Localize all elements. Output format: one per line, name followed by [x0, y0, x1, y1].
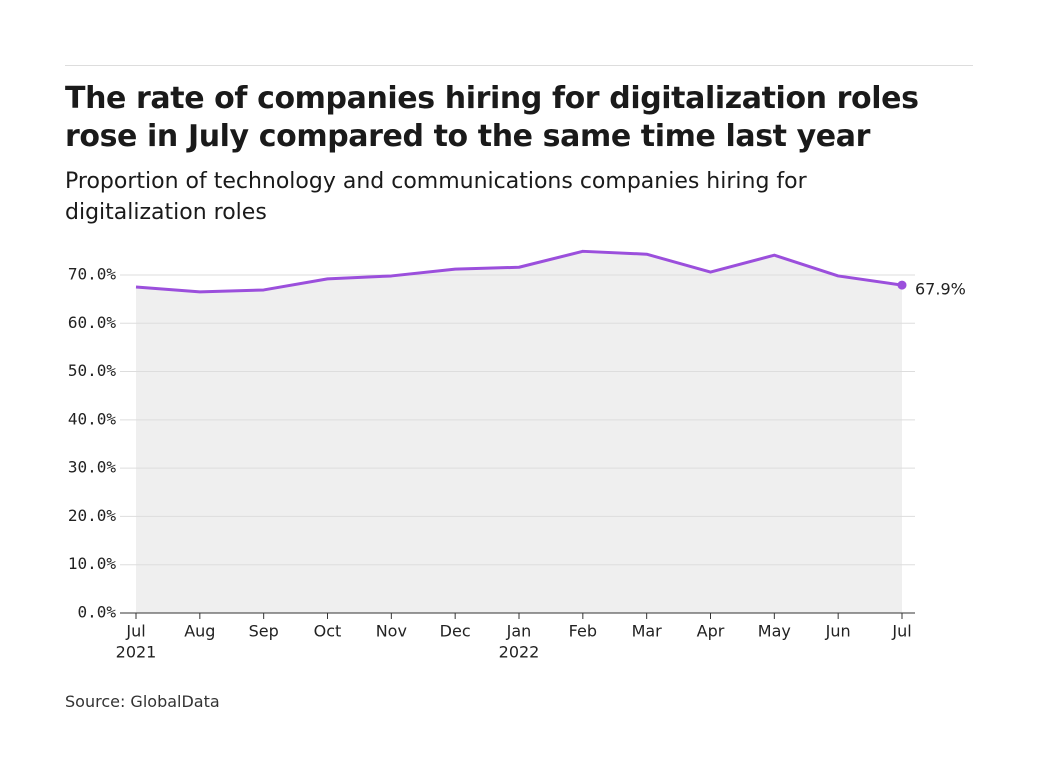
source-note: Source: GlobalData — [65, 692, 220, 711]
value-label: 67.9% — [915, 280, 966, 299]
x-tick-year: 2021 — [116, 643, 157, 662]
y-tick-label: 60.0% — [68, 313, 117, 332]
x-tick-label: Feb — [569, 622, 597, 641]
x-tick-label: Mar — [632, 622, 663, 641]
area — [136, 251, 902, 614]
x-tick-label: Dec — [440, 622, 471, 641]
y-tick-label: 30.0% — [68, 458, 117, 477]
y-tick-label: 70.0% — [68, 264, 117, 283]
x-tick-label: Jul — [891, 622, 911, 641]
top-rule — [65, 65, 973, 66]
x-tick-label: Jan — [506, 622, 532, 641]
chart-title: The rate of companies hiring for digital… — [65, 81, 919, 154]
y-tick-label: 50.0% — [68, 361, 117, 380]
line — [135, 249, 903, 294]
chart-subtitle: Proportion of technology and communicati… — [65, 169, 807, 225]
x-tick-label: Nov — [376, 622, 407, 641]
x-tick-label: Jul — [125, 622, 145, 641]
x-tick-label: Apr — [697, 622, 725, 641]
y-tick-label: 10.0% — [68, 554, 117, 573]
x-tick-label: Aug — [184, 622, 215, 641]
x-tick-label: May — [758, 622, 791, 641]
x-tick-label: Sep — [249, 622, 279, 641]
x-tick-year: 2022 — [499, 643, 540, 662]
end-point — [897, 280, 907, 290]
y-tick-label: 20.0% — [68, 506, 117, 525]
y-tick-label: 0.0% — [77, 603, 116, 622]
x-tick-label: Jun — [825, 622, 851, 641]
y-tick-label: 40.0% — [68, 409, 117, 428]
x-tick-label: Oct — [314, 622, 342, 641]
